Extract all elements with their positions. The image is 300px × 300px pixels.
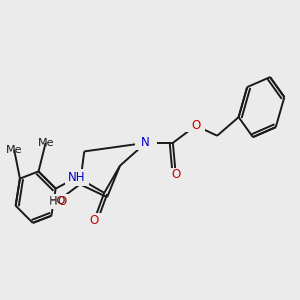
- FancyBboxPatch shape: [44, 194, 70, 208]
- FancyBboxPatch shape: [186, 119, 205, 132]
- Text: O: O: [171, 168, 180, 181]
- FancyBboxPatch shape: [166, 168, 185, 181]
- FancyBboxPatch shape: [135, 135, 157, 151]
- Text: O: O: [191, 119, 200, 132]
- Text: N: N: [141, 136, 150, 149]
- Text: HO: HO: [48, 196, 66, 206]
- Text: NH: NH: [68, 171, 86, 184]
- FancyBboxPatch shape: [85, 213, 104, 226]
- Text: O: O: [90, 214, 99, 226]
- Text: Me: Me: [6, 145, 22, 155]
- Text: O: O: [58, 195, 67, 208]
- FancyBboxPatch shape: [65, 169, 89, 186]
- Text: Me: Me: [38, 138, 54, 148]
- Text: H: H: [49, 195, 58, 208]
